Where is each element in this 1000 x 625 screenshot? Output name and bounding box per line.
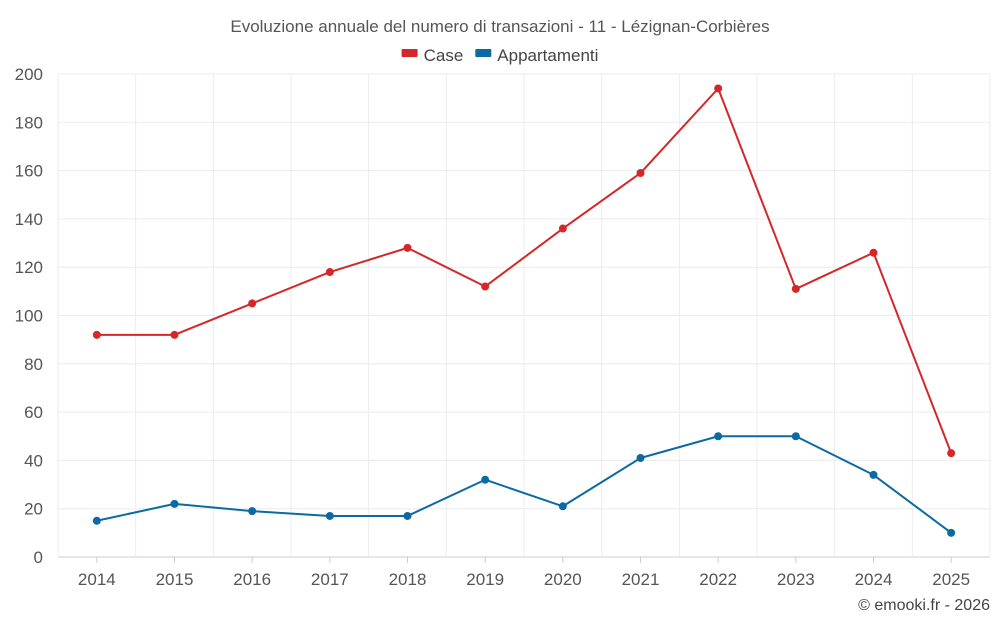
series-layer [92,84,956,537]
x-tick-label: 2024 [855,570,893,589]
data-point [325,511,334,520]
x-tick-label: 2020 [544,570,582,589]
legend-swatch [401,49,418,57]
data-point [714,432,723,441]
credit-text: © emooki.fr - 2026 [858,597,990,614]
y-tick-label: 200 [15,65,43,84]
y-tick-label: 100 [15,307,43,326]
y-tick-label: 80 [24,355,43,374]
legend-label: Appartamenti [497,46,598,65]
data-point [636,169,645,178]
data-point [869,248,878,257]
x-tick-label: 2019 [466,570,504,589]
x-tick-label: 2023 [777,570,815,589]
data-point [170,499,179,508]
data-point [791,284,800,293]
data-point [558,502,567,511]
data-point [481,475,490,484]
y-axis: 0 20 40 60 80 100 120 140 160 180 200 [15,65,43,567]
data-point [869,470,878,479]
x-tick-label: 2015 [156,570,194,589]
data-point [92,330,101,339]
data-point [791,432,800,441]
data-point [170,330,179,339]
legend-item-case: Case [401,46,464,65]
x-tick-label: 2021 [622,570,660,589]
grid [57,73,991,558]
series-line [96,435,952,534]
y-tick-label: 60 [24,403,43,422]
data-point [403,511,412,520]
y-tick-label: 0 [34,548,43,567]
data-point [481,282,490,291]
x-tick-label: 2017 [311,570,349,589]
y-tick-label: 160 [15,162,43,181]
data-point [92,516,101,525]
x-tick-label: 2022 [699,570,737,589]
y-tick-label: 20 [24,500,43,519]
data-point [558,224,567,233]
series-line [96,87,953,454]
x-tick-label: 2014 [78,570,116,589]
legend-label: Case [424,46,464,65]
data-point [248,507,257,516]
y-tick-label: 120 [15,258,43,277]
data-point [714,84,723,93]
y-tick-label: 140 [15,210,43,229]
legend-item-appartamenti: Appartamenti [475,46,598,65]
data-point [636,453,645,462]
x-tick-label: 2018 [389,570,427,589]
data-point [947,528,956,537]
series-appartamenti [92,432,956,537]
data-point [248,299,257,308]
data-point [947,449,956,458]
y-tick-label: 40 [24,451,43,470]
legend: Case Appartamenti [401,46,598,65]
data-point [403,243,412,252]
chart-title: Evoluzione annuale del numero di transaz… [230,17,769,36]
legend-swatch [475,49,492,57]
y-tick-label: 180 [15,113,43,132]
x-tick-label: 2016 [233,570,271,589]
data-point [325,268,334,277]
x-axis: 2014 2015 2016 2017 2018 2019 2020 2021 2022 2023… [78,557,970,589]
series-case [92,84,956,458]
x-tick-label: 2025 [932,570,970,589]
